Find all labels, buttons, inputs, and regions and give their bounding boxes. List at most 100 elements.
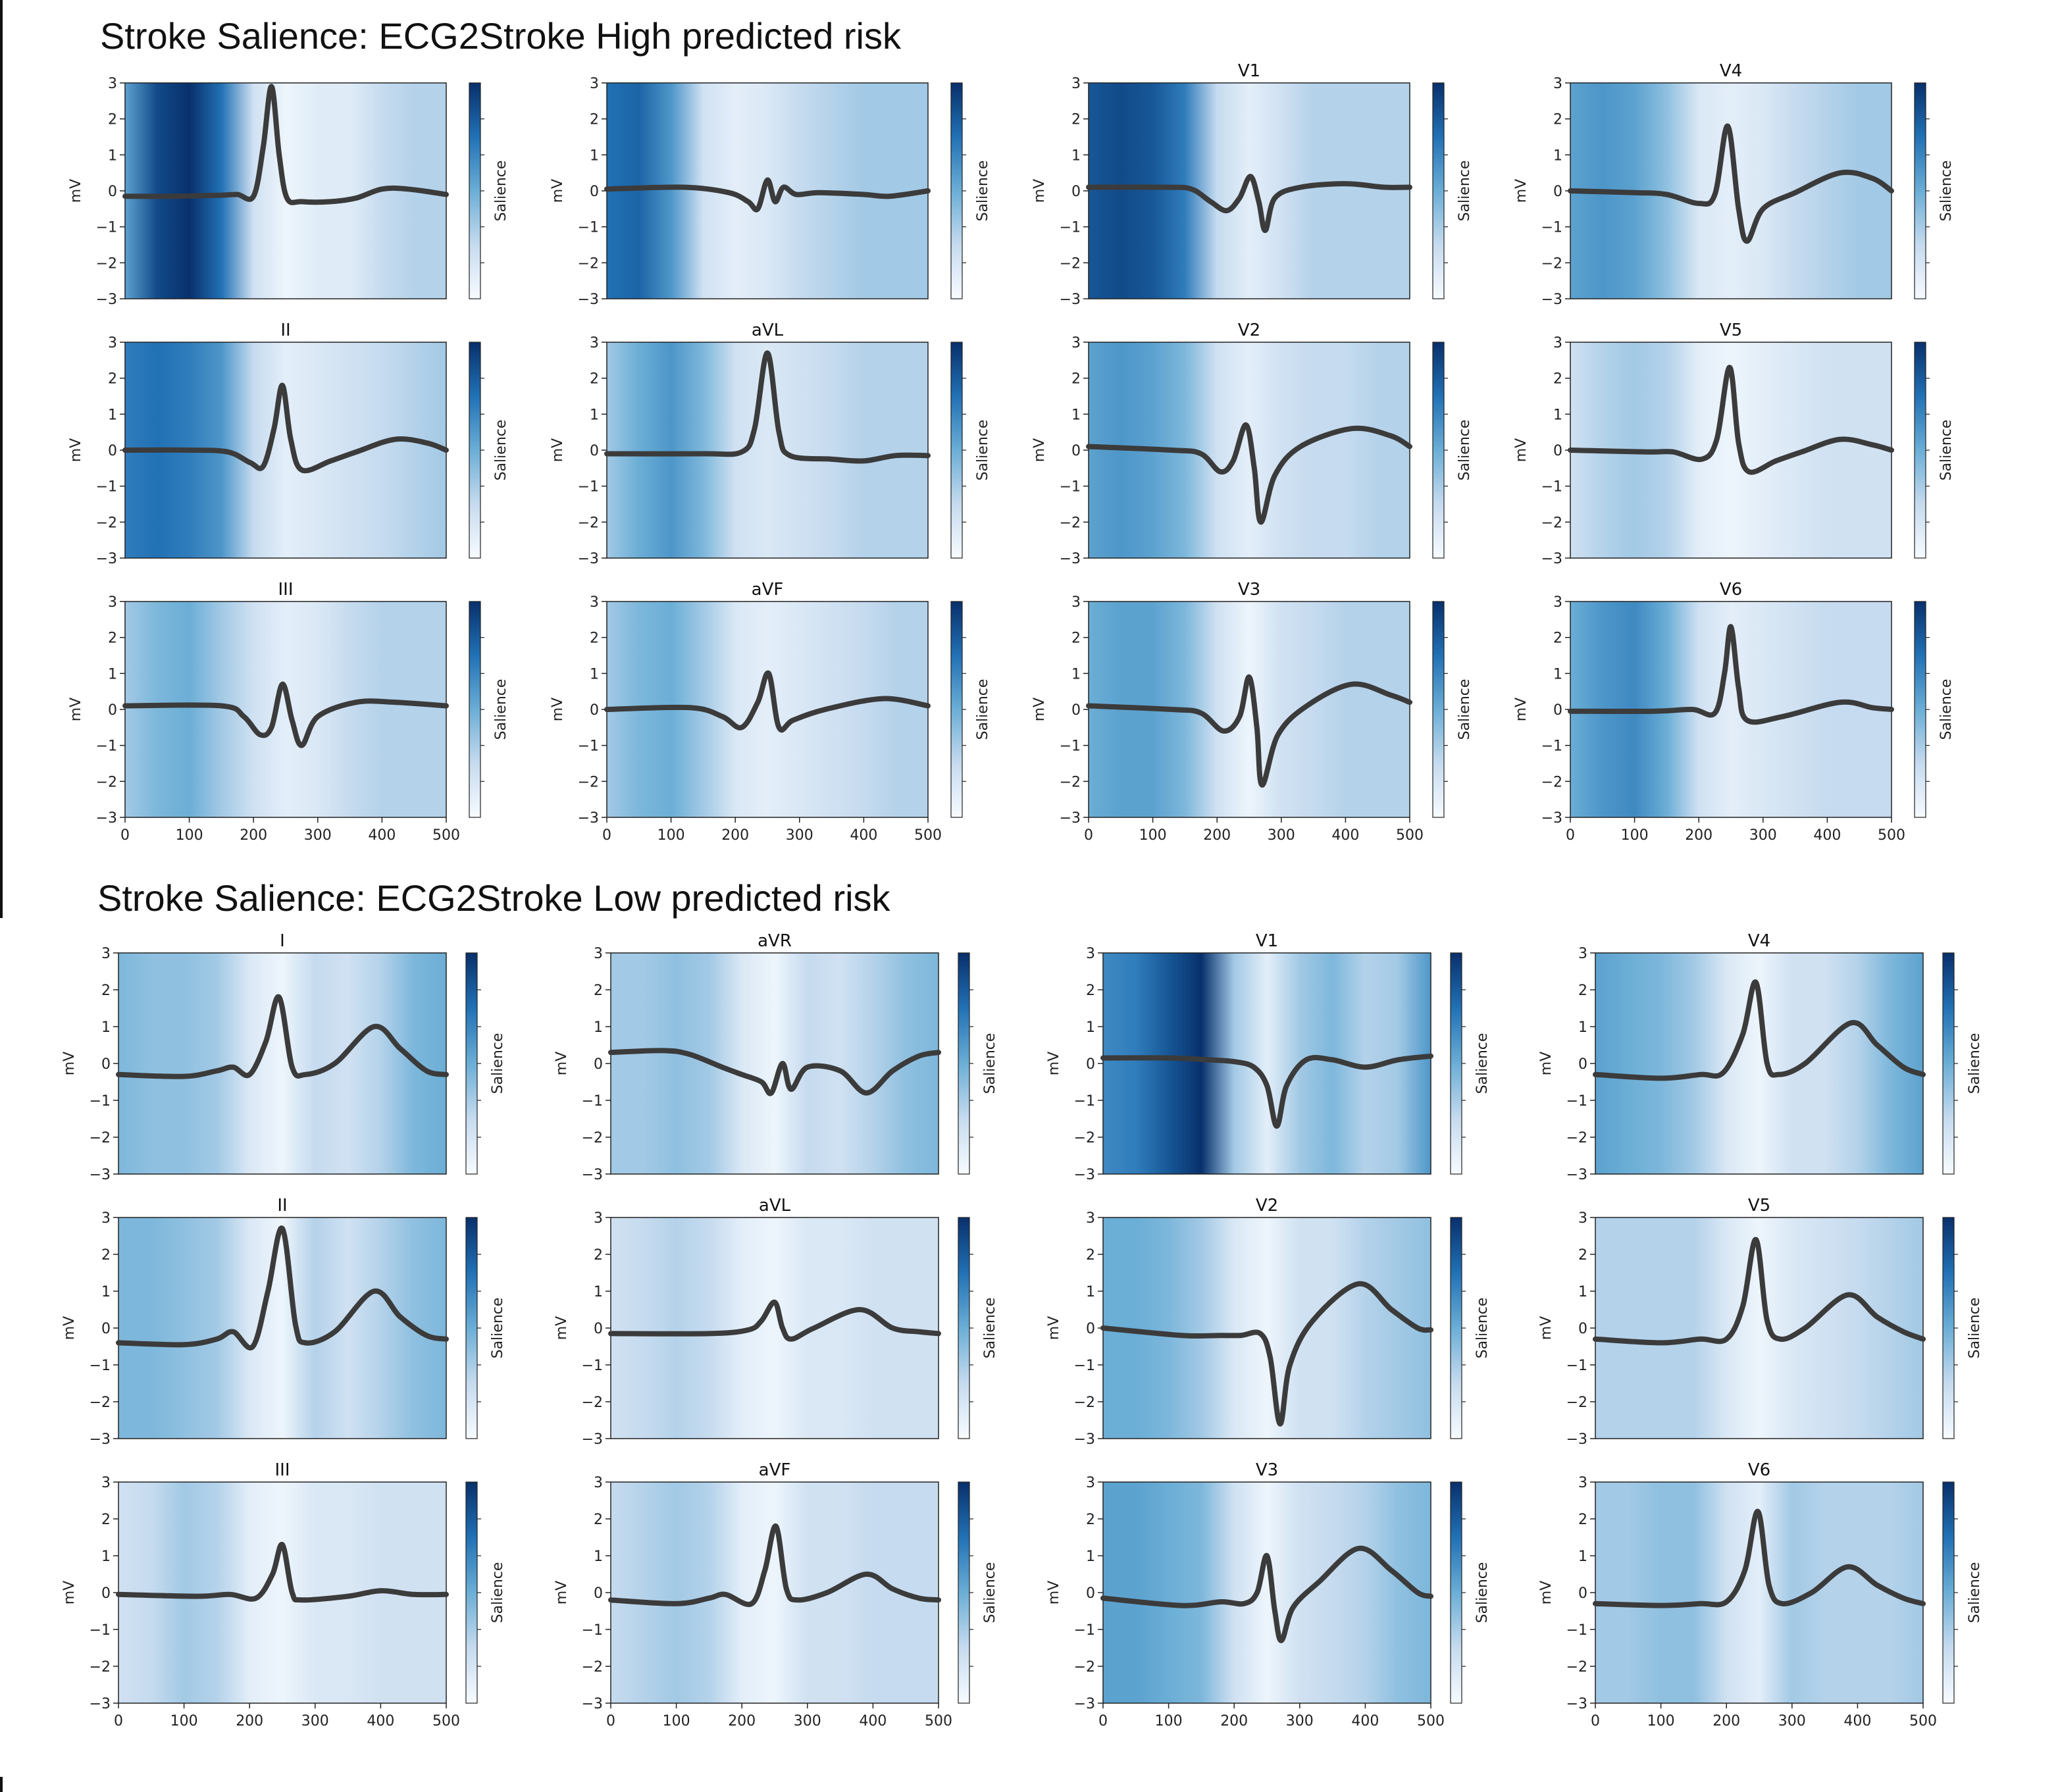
lead-title: V3 [1256, 1460, 1278, 1480]
x-tick-label: 300 [1749, 827, 1777, 844]
y-tick-label: 1 [1086, 1549, 1095, 1565]
y-tick-label: −3 [96, 551, 117, 567]
y-tick-label: 3 [1086, 1210, 1095, 1227]
x-tick-label: 300 [786, 827, 813, 844]
y-axis-label: mV [1513, 438, 1530, 462]
x-tick-label: 200 [721, 827, 749, 844]
y-tick-label: 3 [1578, 946, 1587, 962]
salience-colorbar [469, 82, 481, 299]
y-tick-label: 0 [1071, 702, 1081, 719]
ecg-trace [1568, 123, 1894, 244]
salience-colorbar [1914, 601, 1926, 818]
y-tick-label: −2 [1566, 1395, 1587, 1411]
lead-title: V2 [1238, 320, 1260, 340]
low-risk-title: Stroke Salience: ECG2Stroke Low predicte… [97, 877, 890, 919]
y-axis-label: mV [1031, 179, 1048, 203]
y-tick-label: 0 [1553, 184, 1562, 200]
y-tick-label: −1 [578, 479, 599, 496]
y-tick-label: −2 [96, 774, 117, 790]
y-tick-label: −2 [96, 255, 117, 272]
x-tick-label: 500 [432, 827, 460, 844]
ecg-trace [122, 382, 449, 474]
y-tick-label: 3 [594, 1475, 603, 1491]
lead-title: V3 [1238, 580, 1260, 600]
salience-heatmap [1103, 1482, 1431, 1703]
salience-heatmap [611, 953, 939, 1174]
salience-colorbar [1450, 1217, 1462, 1439]
y-tick-label: 2 [1071, 112, 1081, 128]
y-tick-label: 3 [594, 1210, 603, 1227]
y-tick-label: 2 [1071, 371, 1081, 388]
y-tick-label: 1 [1071, 407, 1081, 423]
y-tick-label: 3 [101, 1210, 111, 1227]
y-axis-label: mV [550, 438, 566, 462]
y-tick-label: 2 [108, 371, 117, 388]
y-tick-label: 3 [108, 76, 117, 92]
x-tick-label: 100 [1155, 1713, 1183, 1729]
y-tick-label: 2 [101, 1512, 111, 1528]
y-axis-label: mV [1046, 1316, 1062, 1340]
y-tick-label: −1 [578, 738, 599, 755]
y-tick-label: 1 [590, 407, 599, 423]
salience-colorbar [465, 952, 478, 1175]
y-tick-label: −1 [582, 1093, 603, 1110]
y-tick-label: 2 [1553, 630, 1562, 647]
x-tick-label: 300 [301, 1713, 329, 1729]
y-axis-label: mV [1538, 1581, 1555, 1604]
y-tick-label: 0 [1578, 1321, 1587, 1337]
y-tick-label: −2 [1566, 1130, 1587, 1146]
ecg-subplot-low-I: I −3 −2 −1 0 1 2 3 mV Salience [61, 931, 506, 1183]
y-tick-label: −2 [1074, 1395, 1095, 1411]
salience-colorbar [1450, 1481, 1462, 1704]
x-tick-label: 200 [1203, 827, 1231, 844]
y-tick-label: −1 [578, 220, 599, 236]
ecg-trace [116, 1225, 449, 1351]
y-tick-label: 1 [1553, 666, 1562, 682]
ecg-trace [122, 84, 449, 205]
colorbar-label: Salience [982, 1033, 998, 1094]
x-tick-label: 500 [432, 1713, 460, 1729]
y-tick-label: 1 [594, 1284, 603, 1300]
y-tick-label: 1 [590, 147, 599, 164]
ecg-subplot-high-V3: V3 −3 −2 −1 0 1 2 3 mV 0 100 200 300 400 500 Salience [1031, 580, 1473, 844]
salience-heatmap [611, 1482, 939, 1703]
lead-title: aVL [759, 1196, 791, 1216]
x-tick-label: 100 [657, 827, 685, 844]
y-tick-label: −3 [582, 1167, 603, 1183]
y-tick-label: 2 [594, 1247, 603, 1264]
ecg-trace [608, 1299, 941, 1342]
y-tick-label: −2 [582, 1395, 603, 1411]
x-tick-label: 500 [914, 827, 942, 844]
y-tick-label: −2 [578, 515, 599, 531]
x-tick-label: 500 [1396, 827, 1424, 844]
y-tick-label: 2 [1578, 1247, 1587, 1264]
y-tick-label: 3 [590, 76, 599, 92]
y-tick-label: 1 [1071, 666, 1081, 682]
y-tick-label: 1 [1086, 1284, 1095, 1300]
y-tick-label: 0 [594, 1321, 603, 1337]
ecg-subplot-low-V2: V2 −3 −2 −1 0 1 2 3 mV Salience [1046, 1196, 1491, 1448]
salience-heatmap [118, 1217, 446, 1439]
y-tick-label: 2 [594, 1512, 603, 1528]
ecg-subplot-high-III: III −3 −2 −1 0 1 2 3 mV 0 100 200 300 400 500 Salience [68, 580, 509, 844]
x-tick-label: 200 [1220, 1713, 1248, 1729]
colorbar-label: Salience [493, 161, 509, 222]
x-tick-label: 0 [1098, 1713, 1108, 1729]
y-tick-label: 2 [101, 1247, 111, 1264]
y-tick-label: 2 [594, 983, 603, 999]
x-tick-label: 0 [1084, 827, 1093, 844]
x-tick-label: 0 [602, 827, 611, 844]
y-tick-label: −1 [90, 1358, 111, 1374]
y-tick-label: 0 [1086, 1585, 1095, 1602]
y-axis-label: mV [61, 1581, 78, 1604]
colorbar-label: Salience [1938, 161, 1955, 222]
colorbar-label: Salience [1456, 420, 1473, 481]
y-tick-label: 0 [1071, 184, 1081, 200]
salience-colorbar [1432, 601, 1445, 818]
x-tick-label: 300 [1778, 1713, 1806, 1729]
y-tick-label: −1 [90, 1093, 111, 1110]
y-tick-label: 1 [594, 1549, 603, 1565]
colorbar-label: Salience [1967, 1298, 1983, 1359]
y-tick-label: −2 [582, 1130, 603, 1146]
y-tick-label: 0 [101, 1056, 111, 1073]
